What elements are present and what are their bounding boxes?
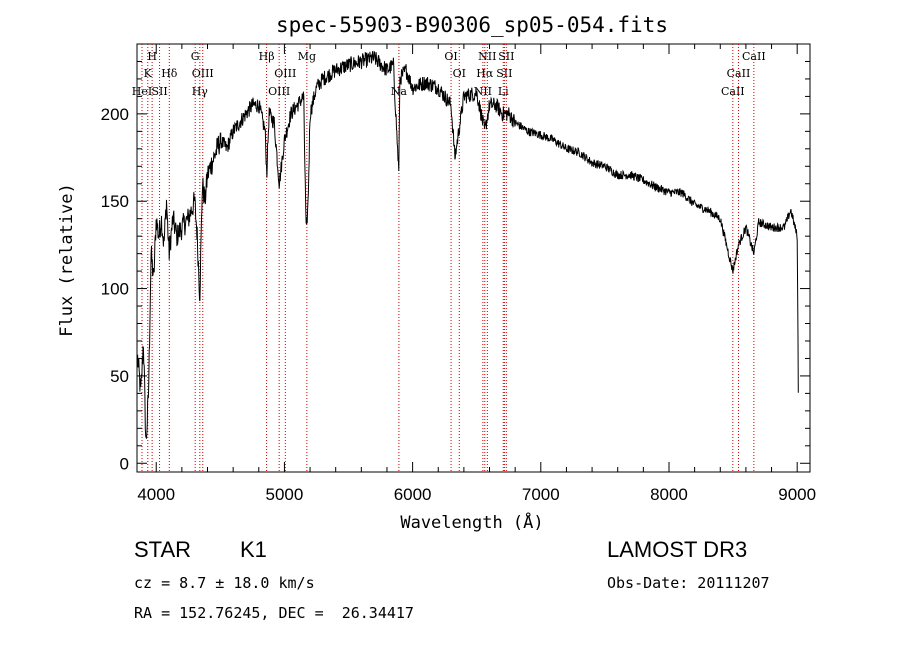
spectral-line-label: SII <box>498 50 514 63</box>
x-tick-label: 4000 <box>137 485 175 504</box>
y-tick-label: 150 <box>101 192 129 211</box>
spectral-line-label: K <box>144 67 153 80</box>
spectral-line-label: NII <box>478 50 496 63</box>
chart-title: spec-55903-B90306_sp05-054.fits <box>276 13 668 37</box>
y-axis-label: Flux (relative) <box>57 183 77 337</box>
spectral-line-label: Li <box>498 85 509 98</box>
spectral-line-label: G <box>191 50 200 63</box>
redshift-cz: cz = 8.7 ± 18.0 km/s <box>134 574 315 592</box>
spectral-line-label: SII <box>151 85 167 98</box>
spectral-line-label: CaII <box>742 50 766 63</box>
object-subclass: K1 <box>240 537 267 562</box>
x-tick-label: 9000 <box>778 485 816 504</box>
observation-date: Obs-Date: 20111207 <box>607 574 770 592</box>
plot-frame <box>136 43 811 473</box>
x-tick-label: 6000 <box>394 485 432 504</box>
x-tick-label: 5000 <box>266 485 304 504</box>
spectral-line-label: H <box>147 50 157 63</box>
y-tick-label: 50 <box>110 367 129 386</box>
flux-series-line <box>137 50 799 439</box>
survey-name: LAMOST DR3 <box>607 537 748 562</box>
spectral-line-label: Hα <box>476 67 494 80</box>
x-axis-label: Wavelength (Å) <box>400 511 543 533</box>
spectral-line-label: HeI <box>132 85 152 98</box>
spectral-line-label: Hδ <box>161 67 178 80</box>
spectral-line-label: NII <box>474 85 492 98</box>
y-tick-label: 200 <box>101 105 129 124</box>
spectral-line-label: Hβ <box>259 50 275 63</box>
spectral-line-label: CaII <box>721 85 745 98</box>
x-tick-label: 7000 <box>522 485 560 504</box>
spectral-line-label: OI <box>444 50 457 63</box>
spectral-line-label: Na <box>391 85 408 98</box>
object-class: STAR <box>134 537 192 562</box>
y-tick-label: 0 <box>120 454 129 473</box>
spectral-line-label: OI <box>453 67 466 80</box>
spectral-line-label: CaII <box>727 67 751 80</box>
axis-ticks: 4000 5000 6000 7000 8000 9000 0 50 100 150 200 <box>101 44 816 504</box>
y-tick-label: 100 <box>101 280 129 299</box>
coordinates: RA = 152.76245, DEC = 26.34417 <box>134 604 414 622</box>
spectral-line-label: Mg <box>298 50 316 63</box>
spectral-line-label: OIII <box>274 67 296 80</box>
spectral-line-label: OIII <box>268 85 290 98</box>
spectral-line-label: OIII <box>192 67 214 80</box>
spectral-line-label: SII <box>496 67 512 80</box>
spectral-line-label: Hγ <box>192 85 209 98</box>
x-tick-label: 8000 <box>650 485 688 504</box>
